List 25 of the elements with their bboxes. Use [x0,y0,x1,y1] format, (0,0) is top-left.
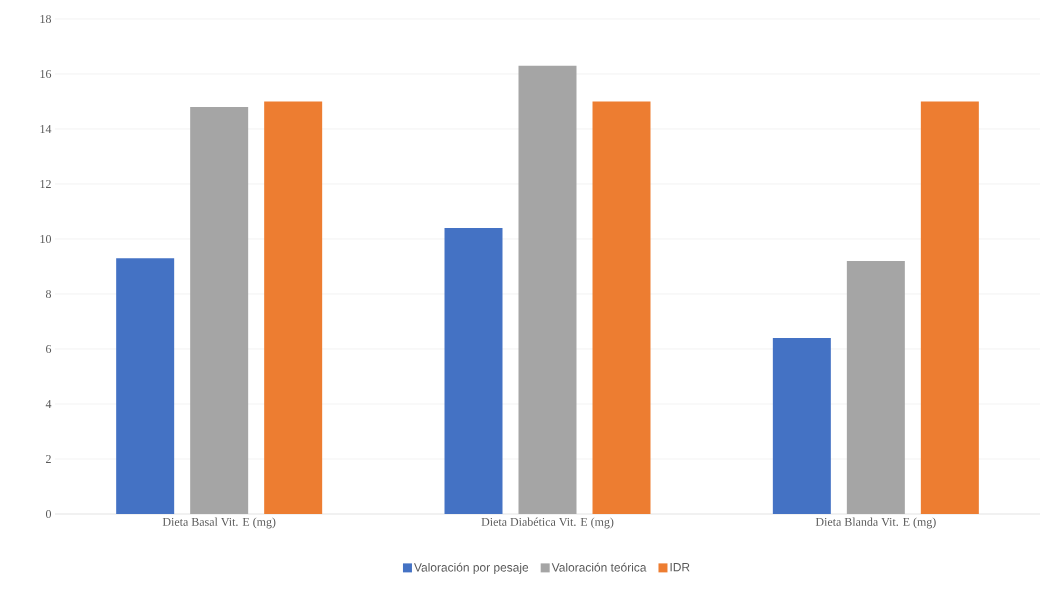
bar [444,228,503,514]
legend-label: Valoración por pesaje [413,562,529,575]
bar [116,258,175,514]
x-tick-label: Dieta Diabética Vit. E (mg) [481,517,614,529]
y-tick-label: 14 [40,125,52,133]
y-tick-label: 0 [45,509,52,519]
y-tick-label: 16 [40,69,52,78]
y-tick-label: 2 [46,455,51,463]
bar [772,338,831,514]
bar [264,101,323,514]
bar [518,65,577,514]
x-tick-label: Dieta Basal Vit. E (mg) [162,517,276,529]
y-tick-label: 6 [46,344,52,354]
y-tick-label: 18 [40,14,52,24]
y-tick-label: 10 [40,234,52,244]
bar [920,101,979,514]
y-tick-label: 4 [45,400,52,408]
bar [190,107,249,514]
legend-label: Valoración teórica [551,562,647,572]
x-tick-label: Dieta Blanda Vit. E (mg) [815,517,936,529]
bar [846,261,905,514]
bar [592,101,651,514]
y-tick-label: 8 [45,289,52,299]
legend-label: IDR [670,563,690,572]
y-tick-label: 12 [40,180,51,188]
